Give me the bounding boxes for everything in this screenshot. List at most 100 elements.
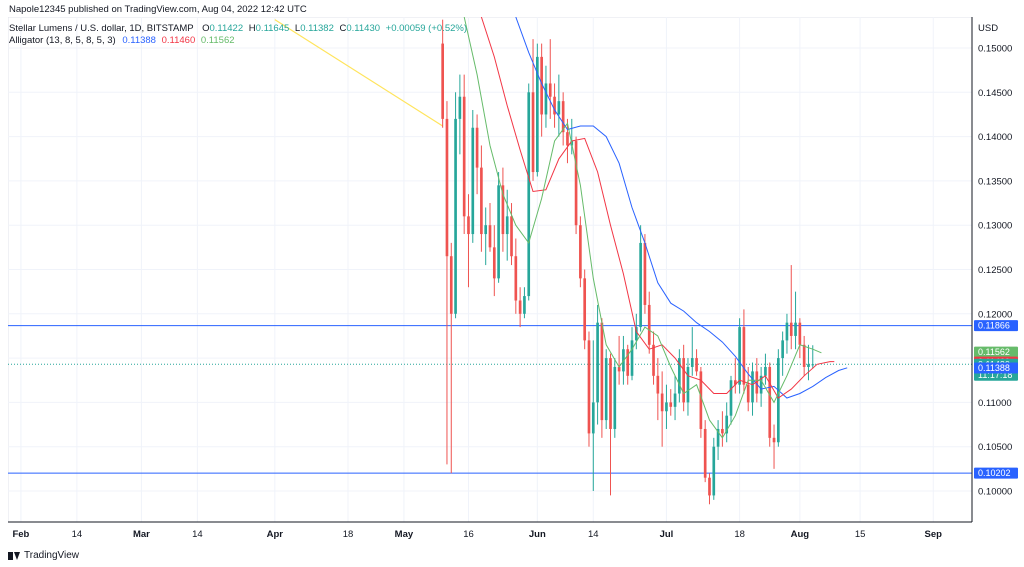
candle-body — [587, 340, 591, 434]
price-tick-label: 0.13500 — [978, 176, 1012, 187]
candle-body — [673, 393, 677, 407]
price-tick-label: 0.14000 — [978, 132, 1012, 143]
candle-body — [669, 402, 673, 407]
candle-body — [630, 340, 634, 376]
price-tick-label: 0.10500 — [978, 442, 1012, 453]
alligator-lines — [463, 17, 848, 439]
time-tick-label: 14 — [588, 529, 599, 540]
price-tick-label: 0.14500 — [978, 88, 1012, 99]
candle-body — [777, 358, 780, 443]
candle-body — [725, 415, 729, 434]
candle-body — [811, 364, 815, 366]
candle-body — [794, 322, 797, 336]
candle-body — [527, 92, 531, 297]
candle-body — [708, 477, 711, 496]
candle-body — [484, 225, 488, 235]
candle-body — [514, 256, 518, 301]
candle-body — [751, 371, 754, 403]
time-tick-label: 18 — [734, 529, 745, 540]
candle-body — [510, 216, 513, 257]
time-axis[interactable]: Feb 14 Mar 14 Apr 18 May 16 Jun 14 Jul 18 Aug 15 Sep — [8, 521, 972, 540]
candle-body — [561, 101, 565, 133]
ohlc-open-label: O — [202, 23, 210, 34]
candle-body — [746, 384, 750, 403]
published-text: Napole12345 published on TradingView.com… — [9, 4, 307, 15]
indicator-legend[interactable]: Alligator (13, 8, 5, 8, 5, 3) 0.11388 0.… — [9, 35, 235, 46]
candle-body — [643, 242, 647, 305]
candle-body — [678, 358, 681, 394]
candle-body — [462, 96, 466, 217]
candle-body — [639, 242, 642, 328]
candle-body — [458, 96, 462, 119]
symbol-legend[interactable]: Stellar Lumens / U.S. dollar, 1D, BITSTA… — [9, 23, 467, 34]
candle-body — [497, 185, 500, 279]
ohlc-low-label: L — [294, 23, 301, 34]
candle-body — [738, 327, 741, 385]
candles — [441, 19, 815, 505]
price-label-box — [974, 346, 1018, 358]
teeth-value: 0.11460 — [161, 35, 196, 46]
candle-body — [492, 247, 496, 279]
lips-value: 0.11562 — [200, 35, 235, 46]
candle-body — [617, 366, 621, 372]
indicator-label: Alligator (13, 8, 5, 8, 5, 3) — [9, 35, 116, 46]
time-tick-label: 15 — [855, 529, 866, 540]
time-tick-label: Feb — [12, 529, 29, 540]
tradingview-brand[interactable]: TradingView — [8, 550, 79, 561]
price-tick-label: 0.10000 — [978, 486, 1012, 497]
candle-body — [682, 358, 685, 403]
time-tick-label: Jun — [529, 529, 546, 540]
candle-body — [772, 437, 776, 443]
candle-body — [721, 428, 724, 434]
time-tick-label: Sep — [925, 529, 943, 540]
price-label-box — [974, 320, 1018, 332]
ohlc-open: 0.11422 — [209, 23, 244, 34]
candle-body — [764, 366, 767, 376]
trend-line-segment[interactable] — [274, 19, 443, 127]
candle-body — [686, 366, 690, 403]
candle-body — [755, 371, 759, 394]
price-label-value: 0.11562 — [978, 347, 1010, 357]
price-tick-label: 0.13000 — [978, 221, 1012, 232]
candle-body — [536, 56, 539, 173]
candle-body — [656, 375, 660, 394]
candle-body — [712, 446, 716, 496]
time-tick-label: 14 — [192, 529, 203, 540]
candle-body — [583, 278, 587, 341]
candle-body — [733, 380, 737, 385]
candle-body — [544, 83, 548, 115]
candle-body — [540, 56, 543, 115]
time-tick-label: Aug — [791, 529, 810, 540]
price-tick-label: 0.12500 — [978, 265, 1012, 276]
alligator-teeth-line — [480, 17, 835, 399]
candle-body — [596, 322, 599, 403]
price-countdown: 11:17:18 — [978, 370, 1012, 380]
horizontal-lines[interactable] — [8, 325, 972, 474]
candle-body — [523, 296, 526, 314]
time-tick-label: May — [395, 529, 414, 540]
price-axis[interactable]: USD 0.15000 0.14500 0.14000 0.13500 0.13000 0.… — [971, 17, 1018, 522]
tradingview-logo-icon — [8, 551, 20, 560]
candle-body — [781, 340, 784, 359]
candle-body — [729, 380, 733, 416]
trend-line[interactable] — [274, 19, 443, 127]
ohlc-change: +0.00059 (+0.52%) — [385, 23, 467, 34]
candle-body — [505, 216, 509, 235]
candle-body — [475, 127, 479, 168]
time-tick-label: 18 — [343, 529, 354, 540]
ohlc-high: 0.11645 — [255, 23, 290, 34]
candle-body — [699, 371, 703, 429]
candle-body — [548, 83, 552, 97]
candle-body — [449, 256, 453, 314]
candle-body — [454, 118, 457, 314]
time-tick-label: Mar — [133, 529, 150, 540]
candle-body — [518, 300, 522, 314]
candle-body — [798, 322, 802, 345]
ohlc-close-label: C — [339, 23, 347, 34]
ohlc-high-label: H — [248, 23, 256, 34]
price-tick-label: 0.12000 — [978, 309, 1012, 320]
jaw-value: 0.11388 — [122, 35, 156, 46]
price-label-box — [974, 362, 1018, 374]
ohlc-close: 0.11430 — [346, 23, 381, 34]
